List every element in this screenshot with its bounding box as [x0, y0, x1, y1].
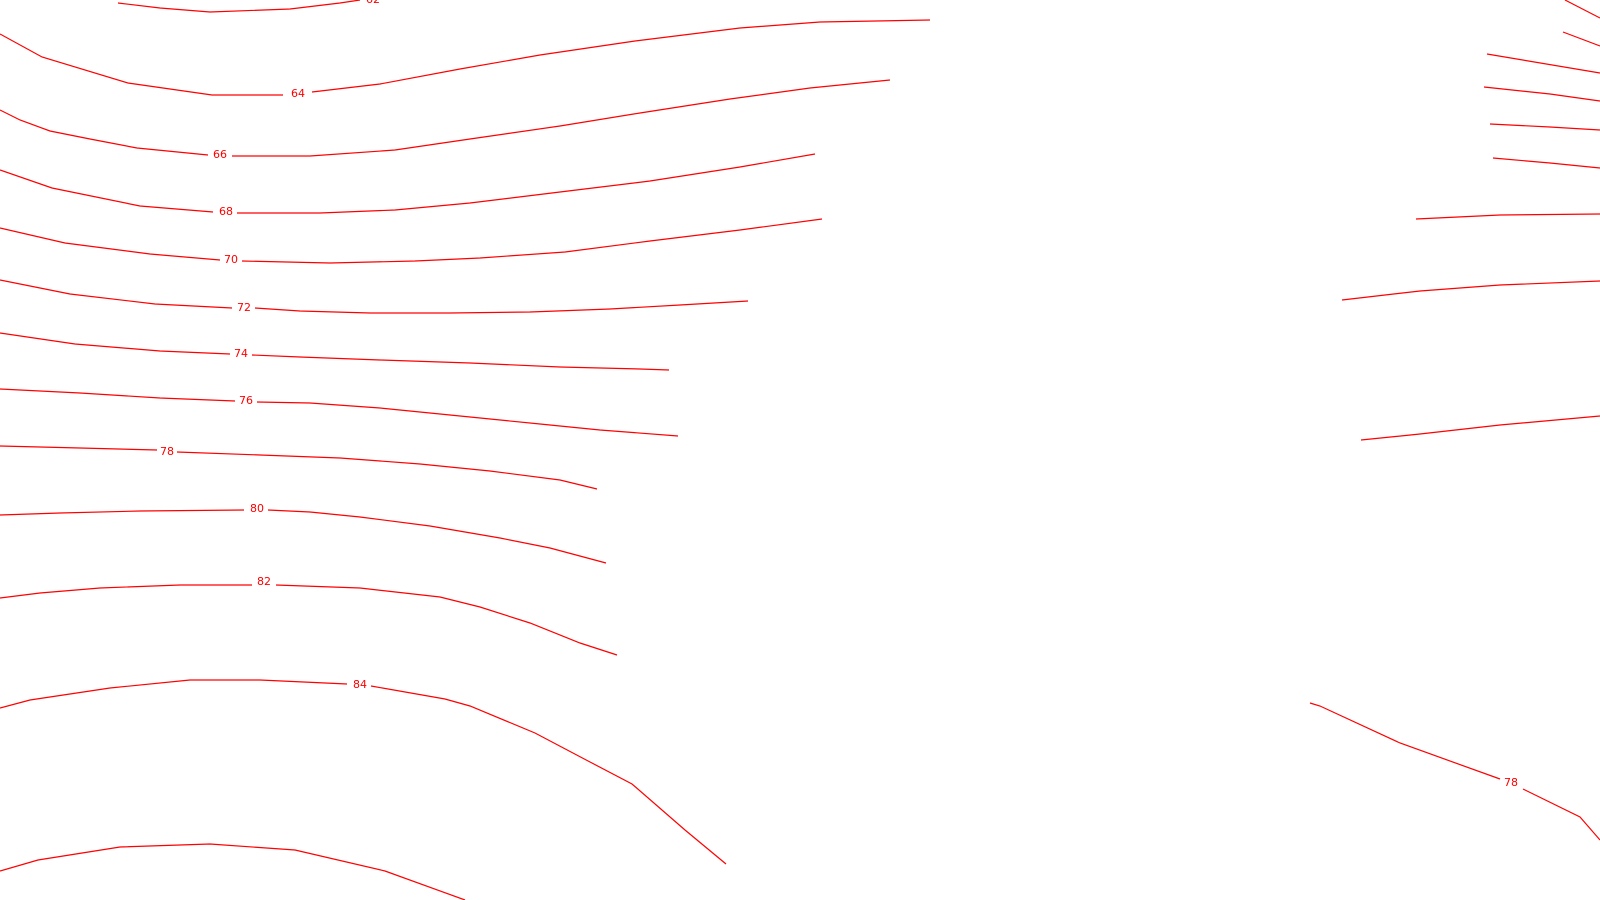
- contour-line-82-b: [275, 584, 618, 656]
- contour-line-right-7: [1415, 213, 1600, 220]
- contour-label: 62: [366, 0, 380, 6]
- contour-label: 70: [224, 253, 238, 266]
- contour-line-64-b: [311, 19, 931, 93]
- contour-line-right-4: [1483, 86, 1600, 102]
- contour-line-76: [0, 388, 236, 402]
- contour-line-70: [0, 227, 221, 261]
- contour-line-78-right-b: [1522, 788, 1600, 841]
- contour-line-right-9: [1360, 415, 1600, 441]
- contour-line-82: [0, 584, 252, 599]
- contour-label: 68: [219, 205, 233, 218]
- contour-line-80: [0, 509, 245, 516]
- contour-line-64: [0, 33, 283, 96]
- contour-line-72: [0, 279, 233, 309]
- contour-line-bottom: [0, 843, 466, 900]
- contour-line-right-6: [1492, 157, 1600, 169]
- contour-line-right-2: [1562, 31, 1600, 47]
- contour-line-72-b: [254, 300, 749, 314]
- contour-label: 64: [291, 87, 305, 100]
- contour-line-78-right: [1309, 702, 1501, 780]
- contour-line-66-b: [232, 79, 891, 157]
- contour-line-76-b: [256, 401, 679, 437]
- contour-line-78-b: [176, 451, 598, 490]
- contour-line-84-b: [370, 685, 727, 865]
- contour-line-78: [0, 445, 158, 451]
- contour-line-74: [0, 332, 231, 355]
- contour-line-74-b: [251, 354, 670, 371]
- contour-label: 78: [1504, 776, 1518, 789]
- contour-line-70-b: [241, 218, 823, 264]
- contour-line-68: [0, 169, 214, 213]
- contour-labels: 62 64 66 68 70 72 74 76 78 80 82 84 78: [160, 0, 1518, 789]
- contour-line-right-8: [1341, 280, 1600, 301]
- contour-line-66: [0, 109, 209, 156]
- contour-line-84: [0, 679, 348, 709]
- contour-line-68-b: [237, 153, 816, 214]
- contour-label: 66: [213, 148, 227, 161]
- contour-line-62: [117, 0, 361, 13]
- contour-label: 74: [234, 347, 248, 360]
- contour-label: 76: [239, 394, 253, 407]
- contour-label: 82: [257, 575, 271, 588]
- contour-label: 80: [250, 502, 264, 515]
- contour-label: 84: [353, 678, 367, 691]
- contour-line-right-1: [1564, 0, 1600, 19]
- contour-line-right-5: [1489, 123, 1600, 131]
- contour-label: 78: [160, 445, 174, 458]
- contour-label: 72: [237, 301, 251, 314]
- contour-line-right-3: [1486, 53, 1600, 74]
- contour-line-80-b: [267, 509, 607, 564]
